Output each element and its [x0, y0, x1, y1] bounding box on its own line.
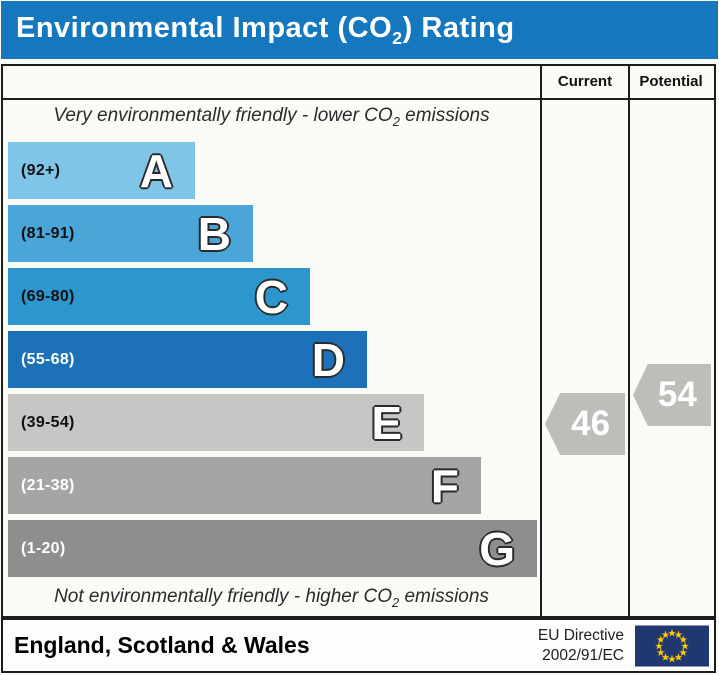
region-label: England, Scotland & Wales [14, 632, 310, 658]
rating-table: Current Potential Very environmentally f… [1, 64, 716, 618]
page-title: Environmental Impact (CO2) Rating [16, 12, 515, 49]
header-row-divider [3, 98, 714, 100]
title-text-end: ) Rating [402, 11, 515, 44]
title-text: Environmental Impact (CO [16, 11, 393, 44]
potential-value: 54 [657, 375, 697, 414]
top-caption-subscript: 2 [392, 113, 400, 129]
rating-bands-area: Very environmentally friendly - lower CO… [3, 100, 540, 615]
band-range-label-D: (55-68) [21, 350, 75, 368]
top-caption: Very environmentally friendly - lower CO… [3, 105, 540, 129]
current-column-header: Current [557, 73, 613, 90]
bottom-caption: Not environmentally friendly - higher CO… [3, 586, 540, 610]
bottom-caption-subscript: 2 [391, 595, 400, 610]
band-letter-D: D [311, 333, 345, 386]
band-range-label-B: (81-91) [21, 224, 75, 242]
footer-bar: England, Scotland & Wales EU Directive 2… [1, 618, 716, 673]
top-caption-text: Very environmentally friendly - lower CO [53, 105, 393, 126]
potential-value-column: 54 [630, 100, 712, 615]
band-row-C: (69-80) C [8, 268, 310, 325]
eu-directive-line2: 2002/91/EC [542, 646, 624, 664]
band-letter-B: B [197, 207, 231, 260]
band-letter-A: A [139, 144, 173, 197]
current-value: 46 [571, 404, 611, 443]
band-range-label-F: (21-38) [21, 476, 75, 494]
eu-flag-icon [635, 625, 709, 666]
band-letter-G: G [479, 522, 515, 575]
band-row-A: (92+) A [8, 142, 195, 199]
band-row-D: (55-68) D [8, 331, 367, 388]
band-range-label-E: (39-54) [21, 413, 75, 431]
current-value-column: 46 [542, 100, 628, 615]
band-range-label-G: (1-20) [21, 539, 66, 557]
band-row-B: (81-91) B [8, 205, 253, 262]
potential-column-header: Potential [639, 73, 703, 90]
eu-directive-line1: EU Directive [537, 626, 624, 644]
top-caption-text-end: emissions [399, 105, 490, 126]
band-row-G: (1-20) G [8, 520, 537, 577]
band-letter-F: F [430, 459, 459, 512]
potential-column-divider [628, 66, 630, 616]
bottom-caption-text: Not environmentally friendly - higher CO [54, 586, 392, 608]
band-range-label-A: (92+) [21, 161, 61, 179]
potential-value-indicator: 54 [633, 364, 711, 426]
current-value-indicator: 46 [545, 393, 625, 455]
bottom-caption-text-end: emissions [399, 586, 489, 608]
eu-directive-label: EU Directive 2002/91/EC [538, 625, 624, 665]
band-row-F: (21-38) F [8, 457, 481, 514]
band-row-E: (39-54) E [8, 394, 424, 451]
title-bar: Environmental Impact (CO2) Rating [1, 1, 718, 59]
current-column-divider [540, 66, 542, 616]
band-letter-C: C [254, 270, 288, 323]
band-letter-E: E [371, 396, 402, 449]
band-range-label-C: (69-80) [21, 287, 75, 305]
title-subscript: 2 [392, 27, 403, 48]
